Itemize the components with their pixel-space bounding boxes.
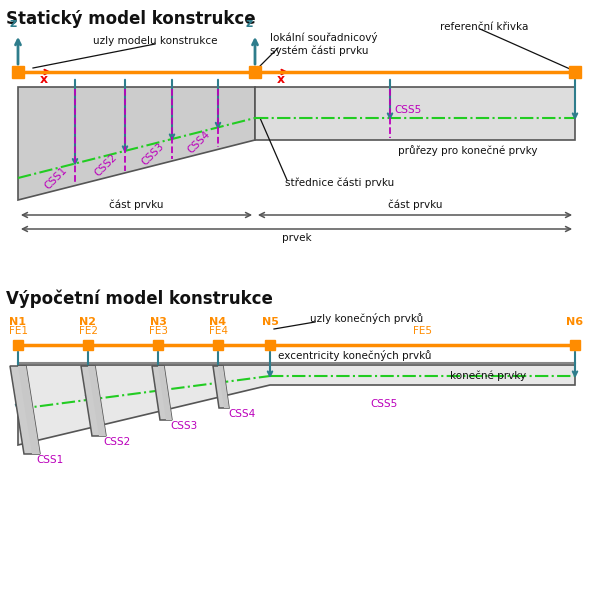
- Text: N6: N6: [566, 317, 584, 327]
- Bar: [213, 340, 223, 350]
- Polygon shape: [158, 366, 172, 420]
- Bar: [13, 340, 23, 350]
- Text: lokální souřadnicový
systém části prvku: lokální souřadnicový systém části prvku: [270, 32, 377, 56]
- Text: střednice části prvku: střednice části prvku: [285, 178, 394, 188]
- Bar: [12, 66, 24, 78]
- Text: referenční křivka: referenční křivka: [440, 22, 529, 32]
- Bar: [570, 340, 580, 350]
- Text: FE4: FE4: [209, 326, 227, 336]
- Text: CSS5: CSS5: [370, 399, 397, 409]
- Polygon shape: [218, 366, 229, 408]
- Text: z: z: [246, 17, 253, 30]
- Bar: [569, 66, 581, 78]
- Text: CSS2: CSS2: [103, 437, 130, 447]
- Polygon shape: [81, 366, 106, 436]
- Text: uzly konečných prvků: uzly konečných prvků: [310, 313, 423, 324]
- Bar: [153, 340, 163, 350]
- Text: CSS3: CSS3: [140, 140, 166, 167]
- Bar: [265, 340, 275, 350]
- Text: excentricity konečných prvků: excentricity konečných prvků: [278, 350, 431, 361]
- Text: CSS5: CSS5: [394, 105, 421, 115]
- Text: CSS3: CSS3: [170, 421, 197, 431]
- Bar: [249, 66, 261, 78]
- Polygon shape: [213, 366, 229, 408]
- Text: CSS4: CSS4: [185, 129, 212, 155]
- Text: FE2: FE2: [79, 326, 97, 336]
- Bar: [83, 340, 93, 350]
- Text: FE3: FE3: [149, 326, 167, 336]
- Polygon shape: [152, 366, 172, 420]
- Text: N3: N3: [149, 317, 166, 327]
- Text: Statický model konstrukce: Statický model konstrukce: [6, 10, 256, 28]
- Text: N5: N5: [262, 317, 278, 327]
- Polygon shape: [18, 87, 255, 200]
- Polygon shape: [88, 366, 106, 436]
- Text: Výpočetní model konstrukce: Výpočetní model konstrukce: [6, 290, 273, 308]
- Text: konečné prvky: konečné prvky: [450, 370, 526, 381]
- Polygon shape: [10, 366, 40, 454]
- Text: část prvku: část prvku: [388, 199, 442, 210]
- Text: N2: N2: [79, 317, 97, 327]
- Text: N1: N1: [10, 317, 26, 327]
- Text: N4: N4: [209, 317, 227, 327]
- Text: CSS1: CSS1: [36, 455, 63, 465]
- Text: CSS1: CSS1: [43, 165, 69, 191]
- Polygon shape: [18, 365, 575, 445]
- Polygon shape: [18, 366, 40, 454]
- Text: část prvku: část prvku: [109, 199, 164, 210]
- Text: FE1: FE1: [8, 326, 28, 336]
- Text: FE5: FE5: [413, 326, 431, 336]
- Text: CSS4: CSS4: [228, 409, 255, 419]
- Text: x: x: [277, 73, 285, 86]
- Text: z: z: [9, 17, 16, 30]
- Polygon shape: [255, 87, 575, 140]
- Text: prvek: prvek: [281, 233, 311, 243]
- Text: průřezy pro konečné prvky: průřezy pro konečné prvky: [398, 145, 538, 156]
- Text: x: x: [40, 73, 48, 86]
- Text: uzly modelu konstrukce: uzly modelu konstrukce: [93, 36, 217, 46]
- Text: CSS2: CSS2: [92, 152, 119, 179]
